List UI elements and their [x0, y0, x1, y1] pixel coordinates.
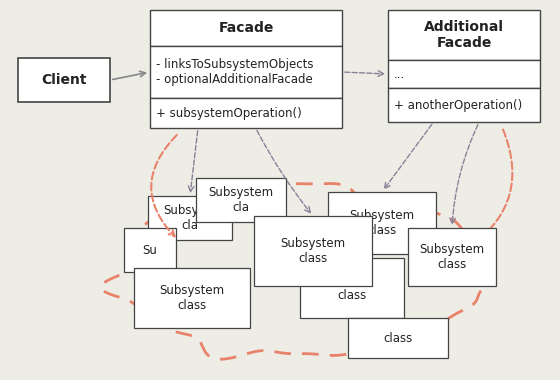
Text: class: class [384, 331, 413, 345]
FancyBboxPatch shape [150, 98, 342, 128]
Text: Facade: Facade [218, 21, 274, 35]
Text: Client: Client [41, 73, 87, 87]
Text: - linksToSubsystemObjects
- optionalAdditionalFacade: - linksToSubsystemObjects - optionalAddi… [156, 58, 314, 86]
FancyBboxPatch shape [254, 216, 372, 286]
FancyBboxPatch shape [196, 178, 286, 222]
Text: Subsyste
cla: Subsyste cla [163, 204, 217, 232]
FancyBboxPatch shape [18, 58, 110, 102]
Text: + anotherOperation(): + anotherOperation() [394, 98, 522, 111]
FancyBboxPatch shape [150, 10, 342, 46]
FancyBboxPatch shape [348, 318, 448, 358]
FancyBboxPatch shape [148, 196, 232, 240]
FancyBboxPatch shape [388, 10, 540, 60]
Text: + subsystemOperation(): + subsystemOperation() [156, 106, 302, 119]
Text: Subsystem
class: Subsystem class [281, 237, 346, 265]
FancyBboxPatch shape [408, 228, 496, 286]
FancyBboxPatch shape [124, 228, 176, 272]
FancyBboxPatch shape [328, 192, 436, 254]
Text: Subsystem
class: Subsystem class [419, 243, 484, 271]
Text: Additional
Facade: Additional Facade [424, 20, 504, 50]
Text: Subsystem
cla: Subsystem cla [208, 186, 274, 214]
Text: ...: ... [394, 68, 405, 81]
Text: Subsystem
class: Subsystem class [160, 284, 225, 312]
FancyBboxPatch shape [300, 258, 404, 318]
Text: Subsystem
class: Subsystem class [349, 209, 414, 237]
FancyBboxPatch shape [150, 46, 342, 98]
Text: system
class: system class [330, 274, 374, 302]
Text: Su: Su [143, 244, 157, 256]
FancyBboxPatch shape [388, 60, 540, 88]
FancyBboxPatch shape [388, 88, 540, 122]
FancyBboxPatch shape [134, 268, 250, 328]
